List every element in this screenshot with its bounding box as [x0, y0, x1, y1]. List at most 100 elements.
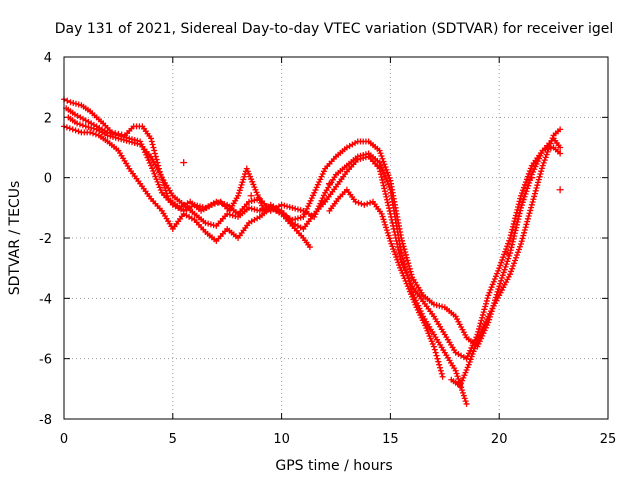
- plot-frame: [63, 56, 609, 420]
- chart-title: Day 131 of 2021, Sidereal Day-to-day VTE…: [55, 21, 614, 37]
- data-point: [511, 260, 518, 267]
- data-point: [385, 232, 392, 239]
- data-point: [534, 182, 541, 189]
- data-point: [82, 123, 89, 130]
- data-point: [205, 220, 212, 227]
- data-point: [395, 259, 402, 266]
- data-point: [294, 215, 301, 222]
- data-point: [527, 207, 534, 214]
- data-point: [123, 134, 130, 141]
- data-point: [538, 168, 545, 175]
- data-point: [522, 179, 529, 186]
- data-point: [514, 206, 521, 213]
- data-point: [107, 130, 114, 137]
- data-point: [557, 126, 564, 133]
- data-point: [221, 201, 228, 208]
- data-point: [407, 268, 414, 275]
- data-point: [531, 166, 538, 173]
- data-point: [459, 389, 466, 396]
- data-point: [501, 266, 508, 273]
- data-point: [379, 213, 386, 220]
- data-point: [300, 213, 307, 220]
- data-point: [532, 163, 539, 170]
- data-point: [313, 184, 320, 191]
- data-point: [546, 143, 553, 150]
- data-point: [156, 184, 163, 191]
- data-point: [151, 170, 158, 177]
- x-tick-label: 0: [60, 432, 68, 447]
- data-point: [306, 200, 313, 207]
- data-point: [434, 355, 441, 362]
- data-point: [157, 187, 164, 194]
- data-point: [523, 221, 530, 228]
- data-point: [540, 159, 547, 166]
- isolated-points: [180, 159, 564, 257]
- data-point: [378, 153, 385, 160]
- data-point: [479, 311, 486, 318]
- data-point: [297, 214, 304, 221]
- data-point: [522, 224, 529, 231]
- data-point: [533, 185, 540, 192]
- data-point: [402, 264, 409, 271]
- data-point: [529, 199, 536, 206]
- data-point: [381, 185, 388, 192]
- data-point: [383, 224, 390, 231]
- data-point: [403, 254, 410, 261]
- data-point: [318, 173, 325, 180]
- data-point: [312, 187, 319, 194]
- data-point: [380, 170, 387, 177]
- data-point: [528, 201, 535, 208]
- data-point: [320, 192, 327, 199]
- data-point: [499, 272, 506, 279]
- data-point: [240, 176, 247, 183]
- data-point: [466, 359, 473, 366]
- data-point: [503, 261, 510, 268]
- data-point: [433, 302, 440, 309]
- data-point: [239, 179, 246, 186]
- data-point: [465, 361, 472, 368]
- data-point: [521, 181, 528, 188]
- y-tick-label: 4: [44, 51, 52, 66]
- data-point: [503, 245, 510, 252]
- data-point: [317, 176, 324, 183]
- data-point: [475, 325, 482, 332]
- data-point: [150, 144, 157, 151]
- data-point: [460, 392, 467, 399]
- data-point: [70, 100, 77, 107]
- data-point: [518, 238, 525, 245]
- data-point: [148, 138, 155, 145]
- data-point: [278, 201, 285, 208]
- data-point: [535, 179, 542, 186]
- data-point: [510, 220, 517, 227]
- data-point: [245, 198, 252, 205]
- x-tick-label: 25: [600, 432, 617, 447]
- data-point: [492, 273, 499, 280]
- data-point: [516, 198, 523, 205]
- data-point: [150, 168, 157, 175]
- data-point: [384, 229, 391, 236]
- data-point: [517, 241, 524, 248]
- data-point: [489, 281, 496, 288]
- data-point: [522, 191, 529, 198]
- data-point: [148, 135, 155, 142]
- data-point: [459, 387, 466, 394]
- data-point: [525, 170, 532, 177]
- data-point: [519, 187, 526, 194]
- data-point: [352, 198, 359, 205]
- series-6: [448, 126, 564, 389]
- data-point: [478, 329, 485, 336]
- data-point: [377, 162, 384, 169]
- data-point: [364, 200, 371, 207]
- data-point: [64, 97, 71, 104]
- data-point: [462, 398, 469, 405]
- data-point: [498, 277, 505, 284]
- data-point: [380, 216, 387, 223]
- data-point: [544, 148, 551, 155]
- data-point: [112, 131, 119, 138]
- data-point: [517, 195, 524, 202]
- data-point: [379, 179, 386, 186]
- data-point: [438, 370, 445, 377]
- data-point: [541, 157, 548, 164]
- data-point: [389, 243, 396, 250]
